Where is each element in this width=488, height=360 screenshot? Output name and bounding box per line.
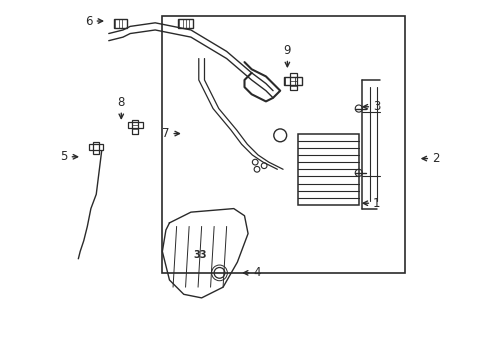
Text: 33: 33 xyxy=(193,250,206,260)
Bar xyxy=(128,122,142,128)
Text: 5: 5 xyxy=(60,150,67,163)
Text: 1: 1 xyxy=(372,197,380,210)
Text: 6: 6 xyxy=(85,14,93,27)
Bar xyxy=(289,73,296,90)
Text: 2: 2 xyxy=(431,152,439,165)
Bar xyxy=(178,19,192,28)
Bar xyxy=(114,19,126,28)
Text: 7: 7 xyxy=(162,127,169,140)
Bar xyxy=(283,77,301,85)
Bar xyxy=(298,134,358,205)
Bar xyxy=(89,144,103,150)
Bar xyxy=(132,120,138,134)
Bar xyxy=(162,16,405,273)
Bar xyxy=(93,142,99,154)
Text: 4: 4 xyxy=(253,266,261,279)
Text: 9: 9 xyxy=(283,44,290,57)
Text: 8: 8 xyxy=(117,95,125,109)
Text: 3: 3 xyxy=(372,100,380,113)
